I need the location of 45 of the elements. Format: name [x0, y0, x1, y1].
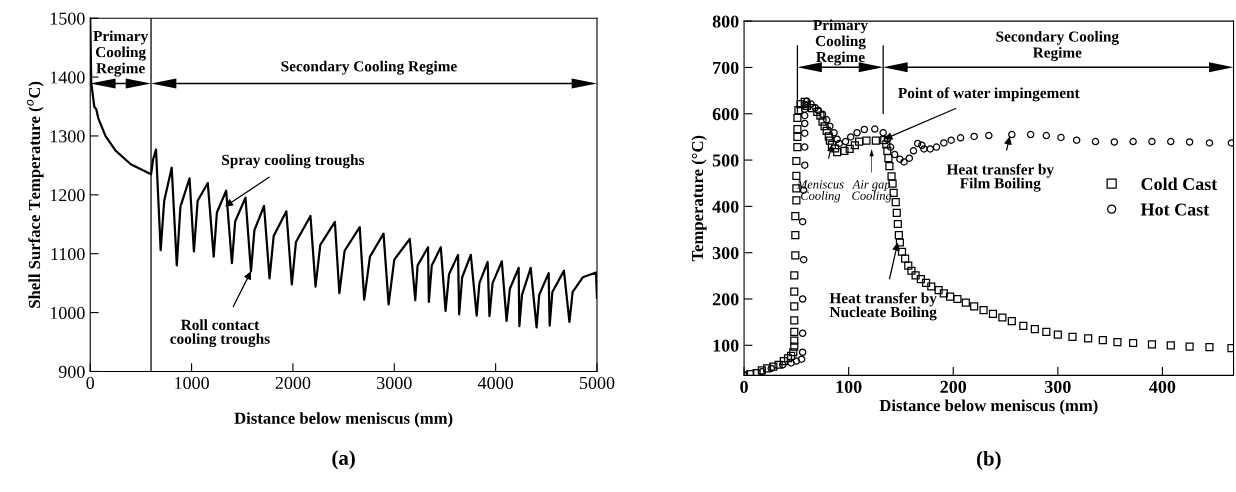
y-tick-label: 400	[712, 200, 739, 213]
x-axis-title: Distance below meniscus (mm)	[234, 412, 453, 428]
annotation: Roll contact cooling troughs	[170, 319, 270, 348]
x-tick-label: 3000	[377, 376, 412, 390]
y-tick-label: 1000	[50, 306, 85, 320]
y-tick-label: 900	[58, 365, 85, 378]
y-tick-label: 1100	[51, 247, 85, 261]
x-tick-label: 2000	[275, 376, 311, 390]
annotation: Primary Cooling Regime	[93, 30, 149, 77]
x-tick-label: 1000	[175, 376, 209, 390]
y-tick-label: 600	[712, 108, 739, 121]
y-tick-label: 300	[712, 246, 739, 260]
annotation: Heat transfer by Nucleate Boiling	[829, 292, 937, 321]
annotation: Heat transfer by Film Boiling	[946, 163, 1054, 192]
x-tick-label: 300	[1044, 380, 1071, 393]
annotation: Secondary Cooling Regime	[996, 30, 1119, 61]
annotation: Secondary Cooling Regime	[281, 60, 457, 75]
x-tick-label: 0	[86, 376, 95, 390]
y-tick-label: 200	[712, 293, 739, 306]
annotation: Air gap Cooling	[852, 180, 892, 203]
y-tick-label: 1300	[50, 130, 85, 143]
legend-label: Cold Cast	[1141, 177, 1218, 191]
y-tick-label: 1500	[50, 12, 85, 25]
x-tick-label: 400	[1149, 380, 1176, 393]
y-tick-label: 1400	[50, 71, 85, 84]
y-tick-label: 700	[713, 61, 739, 74]
x-tick-label: 4000	[477, 376, 513, 390]
y-axis-title: Shell Surface Temperature ($^{o}$C)	[27, 81, 44, 308]
y-tick-label: 500	[712, 154, 739, 167]
x-axis-title: Distance below meniscus (mm)	[879, 399, 1098, 415]
x-tick-label: 100	[836, 380, 862, 393]
x-tick-label: 5000	[579, 376, 615, 390]
text: (a)	[332, 450, 355, 470]
x-tick-label: 0	[740, 380, 748, 393]
annotation: Primary Cooling Regime	[813, 19, 868, 66]
y-tick-label: 1200	[50, 189, 85, 202]
y-axis-title: Temperature (°C)	[691, 135, 707, 262]
legend-label: Hot Cast	[1140, 203, 1210, 216]
annotation: Spray cooling troughs	[222, 154, 365, 169]
y-tick-label: 100	[713, 339, 739, 352]
x-tick-label: 200	[940, 380, 967, 393]
y-tick-label: 800	[712, 15, 739, 28]
annotation: Meniscus Cooling	[796, 180, 844, 203]
annotation: Point of water impingement	[898, 87, 1080, 102]
text: (b)	[976, 450, 1001, 470]
